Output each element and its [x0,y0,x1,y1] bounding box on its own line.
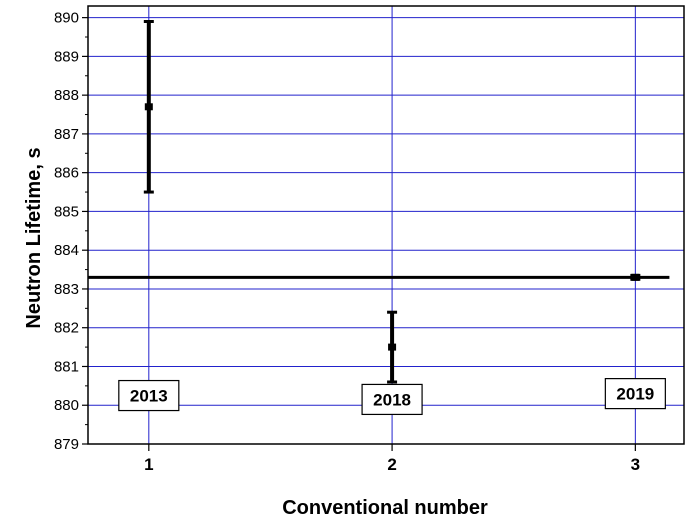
data-points-layer [143,20,641,384]
y-tick-label: 890 [54,10,79,27]
y-tick-label: 882 [54,320,79,337]
year-labels-layer: 2013 2018 2019 [118,378,666,416]
y-tick-label: 885 [54,203,79,220]
y-tick-label: 887 [54,126,79,143]
x-tick-label: 1 [144,455,153,474]
year-label: 2019 [616,385,654,404]
year-label-box [604,378,666,410]
year-label: 2018 [373,390,411,409]
y-tick-label: 880 [54,397,79,414]
x-tick-label: 2 [387,455,396,474]
plot-frame [87,5,685,445]
data-point [144,103,153,111]
x-tick-label: 3 [631,455,640,474]
y-axis-title: Neutron Lifetime, s [23,147,45,328]
x-axis-title: Conventional number [282,497,488,519]
data-point [388,343,397,351]
y-tick-label: 881 [54,358,79,375]
y-tick-label: 888 [54,87,79,104]
y-tick-label: 879 [54,436,79,453]
year-label-box [118,379,180,412]
y-tick-label: 883 [54,281,79,298]
y-tick-label: 889 [54,48,79,65]
y-tick-label: 884 [54,242,79,259]
year-label-box [361,383,423,416]
axis-ticks: 879 880 881 882 883 884 885 886 887 888 889 890 1 2 3 [54,10,640,474]
data-point [631,273,640,281]
year-label: 2013 [130,387,168,406]
y-tick-label: 886 [54,165,79,182]
